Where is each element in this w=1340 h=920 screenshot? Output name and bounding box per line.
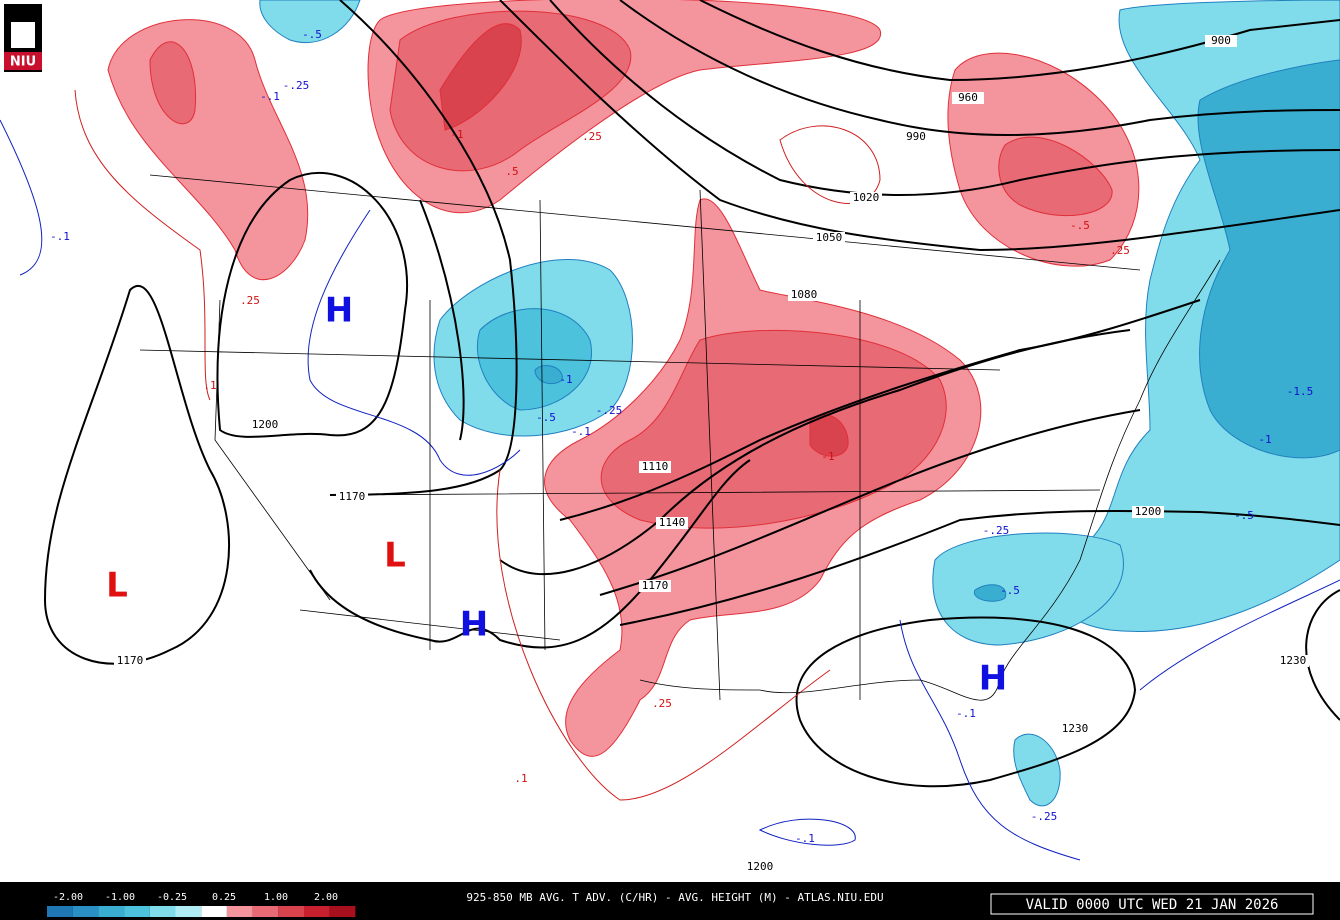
warm-advection-label: .1 xyxy=(203,379,216,392)
borders xyxy=(139,174,1221,701)
height-label: 1200 xyxy=(252,418,279,431)
cold-advection-label: -1 xyxy=(559,373,572,386)
colorbar-swatch xyxy=(98,906,125,917)
warm-advection-label: .5 xyxy=(505,165,518,178)
height-label: 1200 xyxy=(1135,505,1162,518)
footer-title: 925-850 MB AVG. T ADV. (C/HR) - AVG. HEI… xyxy=(466,891,883,904)
height-label-bg xyxy=(639,580,671,592)
height-label: 1050 xyxy=(816,231,843,244)
height-label-bg xyxy=(813,232,845,244)
height-label: 960 xyxy=(958,91,978,104)
cold-advection-label: -.5 xyxy=(302,28,322,41)
height-label: 990 xyxy=(906,130,926,143)
colorbar-swatch xyxy=(252,906,279,917)
cold-advection-label: -.25 xyxy=(283,79,310,92)
height-label-bg xyxy=(850,192,882,204)
colorbar-label: 0.25 xyxy=(212,892,236,903)
colorbar-label: 1.00 xyxy=(264,892,288,903)
cold-advection-shading xyxy=(259,0,1340,807)
advection-contours xyxy=(0,89,1340,861)
height-label: 1230 xyxy=(1280,654,1307,667)
warm-advection-label: .25 xyxy=(240,294,260,307)
cold-advection-label: -.1 xyxy=(956,707,976,720)
colorbar-swatch xyxy=(124,906,150,917)
cold-advection-label: -.5 xyxy=(1234,509,1254,522)
height-label: 1080 xyxy=(791,288,818,301)
pressure-center: H xyxy=(979,659,1007,699)
height-label: 1170 xyxy=(117,654,144,667)
height-contours xyxy=(43,0,1340,788)
height-label-bg xyxy=(656,517,688,529)
pressure-center: L xyxy=(106,566,128,606)
colorbar: -2.00 -1.00 -0.25 0.25 1.00 2.00 xyxy=(47,892,356,917)
height-label-bg xyxy=(249,419,281,431)
colorbar-swatch xyxy=(201,906,227,917)
warm-advection-label: .25 xyxy=(582,130,602,143)
warm-advection-label: -1 xyxy=(821,450,834,463)
height-label: 1170 xyxy=(642,579,669,592)
height-label-bg xyxy=(952,92,984,104)
colorbar-swatch xyxy=(149,906,176,917)
pressure-center: L xyxy=(384,536,406,576)
height-label-bg xyxy=(1205,35,1237,47)
colorbar-swatch xyxy=(329,906,356,917)
height-label: 900 xyxy=(1211,34,1231,47)
valid-box xyxy=(990,893,1314,915)
colorbar-swatch xyxy=(175,906,202,917)
badge-building xyxy=(11,22,35,48)
height-label-bg xyxy=(1059,723,1091,735)
cold-advection-label: -.25 xyxy=(983,524,1010,537)
colorbar-label: -0.25 xyxy=(157,892,187,903)
height-label-bg xyxy=(336,491,368,503)
pressure-center: H xyxy=(325,291,353,331)
height-label-bg xyxy=(1277,655,1309,667)
colorbar-label: -1.00 xyxy=(105,892,135,903)
cold-advection-label: -.1 xyxy=(50,230,70,243)
map-labels: H H H L L 1200 1170 1170 1110 1140 1170 1200 1200 123… xyxy=(50,28,1313,873)
colorbar-swatch xyxy=(304,906,330,917)
warm-advection-label: .25 xyxy=(652,697,672,710)
height-label-bg xyxy=(639,461,671,473)
height-label-bg xyxy=(900,131,932,143)
height-label: 1140 xyxy=(659,516,686,529)
height-label: 1200 xyxy=(747,860,774,873)
cold-advection-label: -.5 xyxy=(1000,584,1020,597)
pressure-center: H xyxy=(460,605,488,645)
height-label-bg xyxy=(744,861,776,873)
cold-advection-label: -1.5 xyxy=(1287,385,1314,398)
height-label-bg xyxy=(114,655,146,667)
cold-advection-label: -.25 xyxy=(1031,810,1058,823)
cold-advection-label: -.1 xyxy=(260,90,280,103)
warm-advection-label: .1 xyxy=(514,772,527,785)
height-label: 1110 xyxy=(642,460,669,473)
height-label-bg xyxy=(788,289,820,301)
height-label: 1230 xyxy=(1062,722,1089,735)
warm-advection-label: -1 xyxy=(450,128,463,141)
colorbar-swatch xyxy=(278,906,304,917)
warm-advection-label: -.5 xyxy=(1070,219,1090,232)
badge-band xyxy=(4,52,42,70)
cold-advection-label: -.1 xyxy=(571,425,591,438)
height-label: 1170 xyxy=(339,490,366,503)
cold-advection-label: -.25 xyxy=(596,404,623,417)
colorbar-swatch xyxy=(47,906,73,917)
cold-advection-label: -.5 xyxy=(536,411,556,424)
colorbar-label: 2.00 xyxy=(314,892,338,903)
cold-advection-label: -1 xyxy=(1258,433,1271,446)
warm-advection-label: .25 xyxy=(1110,244,1130,257)
colorbar-label: -2.00 xyxy=(53,892,83,903)
valid-time: VALID 0000 UTC WED 21 JAN 2026 xyxy=(1026,897,1279,913)
badge-text: NIU xyxy=(10,55,36,70)
cold-advection-label: -.1 xyxy=(795,832,815,845)
height-label-bg xyxy=(1132,506,1164,518)
height-label: 1020 xyxy=(853,191,880,204)
colorbar-swatch xyxy=(226,906,253,917)
colorbar-swatch xyxy=(72,906,99,917)
